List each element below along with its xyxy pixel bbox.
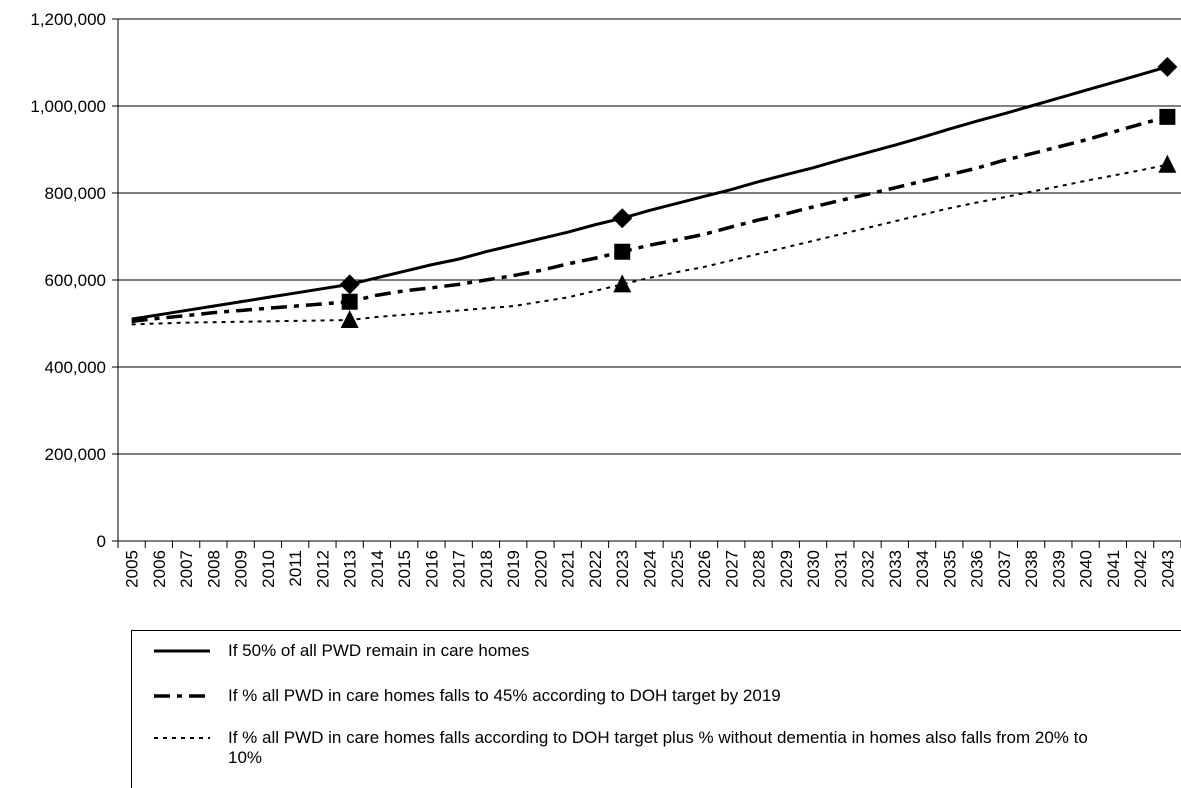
legend-label: If % all PWD in care homes falls accordi… xyxy=(228,728,1088,767)
marker xyxy=(1158,154,1177,173)
x-tick-label: 2034 xyxy=(913,550,932,588)
x-tick-label: 2033 xyxy=(886,550,905,588)
x-tick-label: 2041 xyxy=(1104,550,1123,588)
legend-label: If 50% of all PWD remain in care homes xyxy=(228,641,530,660)
x-tick-label: 2025 xyxy=(668,550,687,588)
y-tick-label: 400,000 xyxy=(45,358,106,377)
chart: 0 200,000 400,000 600,000 800,000 1,000,000 1,… xyxy=(30,10,1181,588)
x-tick-label: 2017 xyxy=(450,550,469,588)
legend-label: If % all PWD in care homes falls to 45% … xyxy=(228,686,781,705)
x-tick-label: 2016 xyxy=(422,550,441,588)
x-tick-label: 2035 xyxy=(940,550,959,588)
series-line xyxy=(131,115,1168,324)
marker xyxy=(613,274,632,293)
marker xyxy=(612,208,633,229)
y-tick-label: 1,000,000 xyxy=(30,97,106,116)
x-tick-label: 2009 xyxy=(232,550,251,588)
x-tick-label: 2015 xyxy=(395,550,414,588)
x-tick-label: 2020 xyxy=(531,550,550,588)
x-tick-label: 2024 xyxy=(641,550,660,588)
legend-item: If % all PWD in care homes falls accordi… xyxy=(132,728,1108,768)
x-tick-label: 2027 xyxy=(722,550,741,588)
x-tick-label: 2013 xyxy=(341,550,360,588)
x-tick-label: 2008 xyxy=(204,550,223,588)
legend-swatch xyxy=(154,694,210,698)
y-tick-label: 0 xyxy=(97,532,106,551)
x-tick-label: 2032 xyxy=(859,550,878,588)
x-tick-label: 2026 xyxy=(695,550,714,588)
x-tick-label: 2010 xyxy=(259,550,278,588)
x-tick-label: 2023 xyxy=(613,550,632,588)
x-tick-label: 2042 xyxy=(1131,550,1150,588)
x-tick-label: 2011 xyxy=(286,550,305,587)
x-tick-label: 2019 xyxy=(504,550,523,588)
x-tick-label: 2018 xyxy=(477,550,496,588)
series-line xyxy=(131,65,1168,321)
marker xyxy=(1159,108,1176,125)
x-tick-label: 2012 xyxy=(313,550,332,588)
marker xyxy=(339,274,360,295)
x-tick-label: 2005 xyxy=(123,550,142,588)
series-line xyxy=(131,163,1168,326)
x-tick-label: 2029 xyxy=(777,550,796,588)
x-tick-label: 2039 xyxy=(1049,550,1068,588)
x-tick-label: 2031 xyxy=(831,550,850,588)
x-tick-label: 2007 xyxy=(177,550,196,588)
marker xyxy=(1157,56,1178,77)
y-tick-label: 800,000 xyxy=(45,184,106,203)
x-tick-label: 2030 xyxy=(804,550,823,588)
marker xyxy=(340,310,359,329)
x-tick-label: 2043 xyxy=(1158,550,1177,588)
legend-swatch xyxy=(154,737,210,739)
y-tick-label: 200,000 xyxy=(45,445,106,464)
legend-swatch xyxy=(154,649,210,653)
legend: If 50% of all PWD remain in care homes If… xyxy=(131,630,1181,788)
marker xyxy=(614,243,631,260)
x-tick-label: 2036 xyxy=(968,550,987,588)
x-tick-label: 2040 xyxy=(1077,550,1096,588)
marker xyxy=(341,293,358,310)
x-tick-label: 2038 xyxy=(1022,550,1041,588)
x-tick-label: 2028 xyxy=(750,550,769,588)
x-tick-label: 2021 xyxy=(559,550,578,588)
y-tick-label: 600,000 xyxy=(45,271,106,290)
legend-item: If 50% of all PWD remain in care homes xyxy=(132,641,1108,661)
x-tick-label: 2014 xyxy=(368,550,387,588)
x-tick-label: 2006 xyxy=(150,550,169,588)
legend-item: If % all PWD in care homes falls to 45% … xyxy=(132,686,1108,706)
x-tick-label: 2037 xyxy=(995,550,1014,588)
x-tick-label: 2022 xyxy=(586,550,605,588)
y-tick-label: 1,200,000 xyxy=(30,10,106,29)
